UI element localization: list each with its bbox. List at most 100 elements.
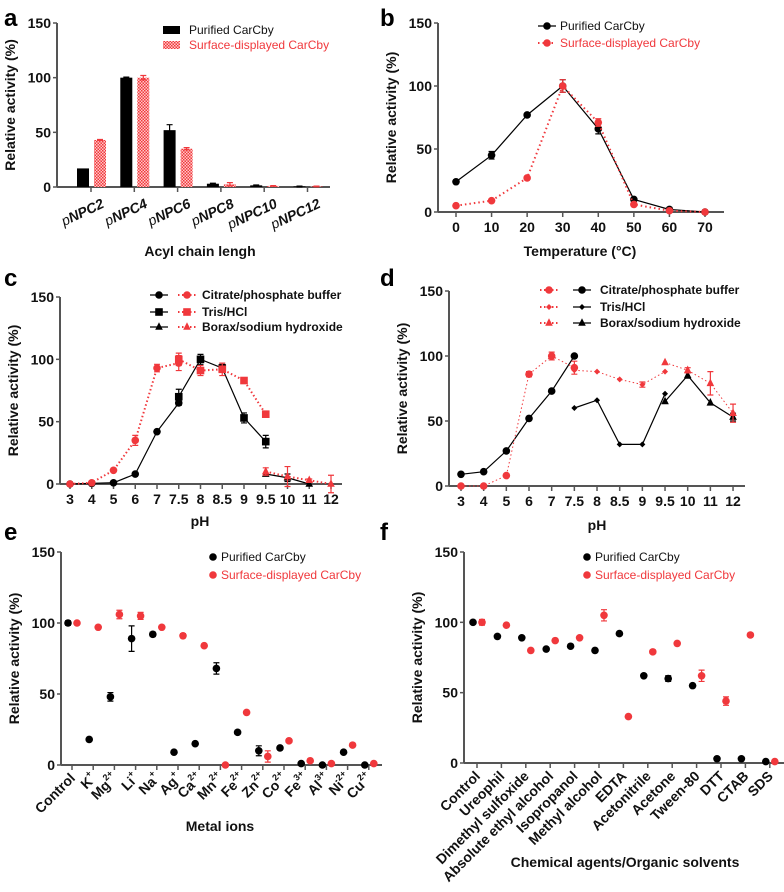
error-bar — [313, 185, 320, 188]
y-tick-label: 50 — [442, 685, 458, 701]
legend-label: Surface-displayed CarCby — [221, 568, 361, 582]
y-axis-label: Relative activity (%) — [6, 593, 22, 725]
data-point — [66, 480, 74, 488]
data-point — [149, 630, 157, 639]
panel-e: e 0 50 100 150 Relative activity (%) Metal ion… — [4, 519, 382, 834]
legend-marker — [543, 39, 551, 47]
data-point — [525, 414, 533, 423]
x-tick-name: NPC4 — [109, 195, 150, 225]
y-tick-label: 0 — [46, 476, 54, 492]
legend-marker — [578, 318, 586, 326]
ion-symbol: Fe — [218, 777, 241, 800]
data-point — [527, 646, 535, 655]
ion-symbol: Ca — [174, 777, 198, 801]
data-point — [479, 467, 488, 476]
data-point — [525, 370, 533, 379]
data-point — [131, 436, 140, 445]
legend-marker — [209, 571, 217, 579]
x-tick-label: pNPC12 — [267, 195, 323, 232]
data-point — [191, 739, 199, 748]
x-tick-label: 7 — [548, 493, 556, 509]
data-point — [722, 697, 730, 705]
y-tick-label: 150 — [420, 283, 444, 299]
ion-charge: + — [146, 768, 157, 779]
series-line — [574, 393, 666, 445]
data-point — [196, 366, 205, 375]
data-point — [276, 744, 284, 752]
y-tick-label: 150 — [435, 544, 459, 560]
data-point — [109, 466, 118, 475]
series-line — [69, 402, 180, 485]
data-point — [361, 761, 369, 769]
x-tick-label: 12 — [323, 491, 339, 507]
panel-label: e — [4, 519, 17, 546]
panel-d: d 0 50 100 150 Relative activity (%) pH 3 4 5 6 7 7.… — [380, 265, 745, 533]
legend-marker — [209, 553, 217, 561]
x-tick-label: SDS — [744, 768, 776, 800]
data-point — [370, 759, 378, 768]
bar — [206, 183, 219, 187]
data-point — [673, 639, 681, 648]
data-point — [452, 177, 460, 186]
data-point — [73, 619, 81, 627]
data-point — [600, 611, 608, 620]
data-point — [706, 398, 715, 406]
x-axis-label: pH — [588, 517, 607, 533]
legend-label: Citrate/phosphate buffer — [600, 283, 740, 297]
error-bar — [270, 184, 277, 187]
x-tick-label: Li+ — [116, 768, 141, 793]
legend-label: Tris/HCl — [202, 305, 247, 319]
data-point — [153, 364, 161, 372]
data-point — [174, 392, 183, 401]
legend-marker — [183, 322, 191, 330]
x-axis-label: Metal ions — [186, 818, 255, 834]
error-bar — [296, 185, 303, 188]
x-tick-label: 8.5 — [213, 491, 233, 507]
legend-marker — [579, 304, 585, 310]
data-point — [327, 479, 335, 487]
data-point — [170, 748, 178, 757]
x-axis-label: Temperature (°C) — [524, 243, 637, 259]
data-point — [261, 410, 270, 418]
panel-label: b — [380, 5, 395, 32]
data-point — [487, 196, 496, 205]
x-tick-label: pNPC6 — [144, 195, 193, 229]
y-tick-label: 0 — [450, 755, 458, 771]
ion-symbol: Fe — [281, 777, 304, 800]
data-point — [523, 111, 531, 119]
data-point — [240, 414, 248, 422]
legend-swatch — [163, 41, 180, 49]
y-tick-label: 150 — [31, 289, 55, 305]
x-tick-label: 11 — [302, 491, 317, 507]
data-point — [649, 648, 657, 656]
ion-symbol: Ni — [325, 777, 346, 798]
error-bar — [209, 182, 216, 185]
data-point — [502, 471, 511, 480]
y-tick-label: 50 — [427, 413, 443, 429]
data-point — [131, 470, 140, 478]
legend-marker — [155, 291, 163, 299]
x-tick-label: 40 — [590, 219, 606, 235]
data-point — [771, 757, 779, 766]
data-point — [662, 368, 669, 375]
x-tick-label: 5 — [502, 493, 510, 509]
legend-marker — [578, 286, 586, 294]
data-point — [479, 482, 488, 490]
y-tick-label: 100 — [420, 348, 444, 364]
legend-label: Citrate/phosphate buffer — [202, 288, 342, 302]
ion-symbol: Li — [118, 774, 138, 794]
data-point — [502, 621, 511, 629]
data-point — [664, 674, 672, 683]
ion-charge: + — [168, 768, 179, 779]
x-axis-label: pH — [191, 513, 210, 529]
data-point — [665, 206, 674, 215]
y-tick-label: 100 — [32, 615, 56, 631]
data-point — [502, 447, 511, 455]
data-point — [233, 728, 242, 737]
data-point — [348, 741, 357, 749]
data-point — [594, 368, 601, 375]
series-line — [455, 84, 706, 213]
y-tick-label: 50 — [38, 414, 54, 430]
error-bar — [253, 184, 260, 187]
